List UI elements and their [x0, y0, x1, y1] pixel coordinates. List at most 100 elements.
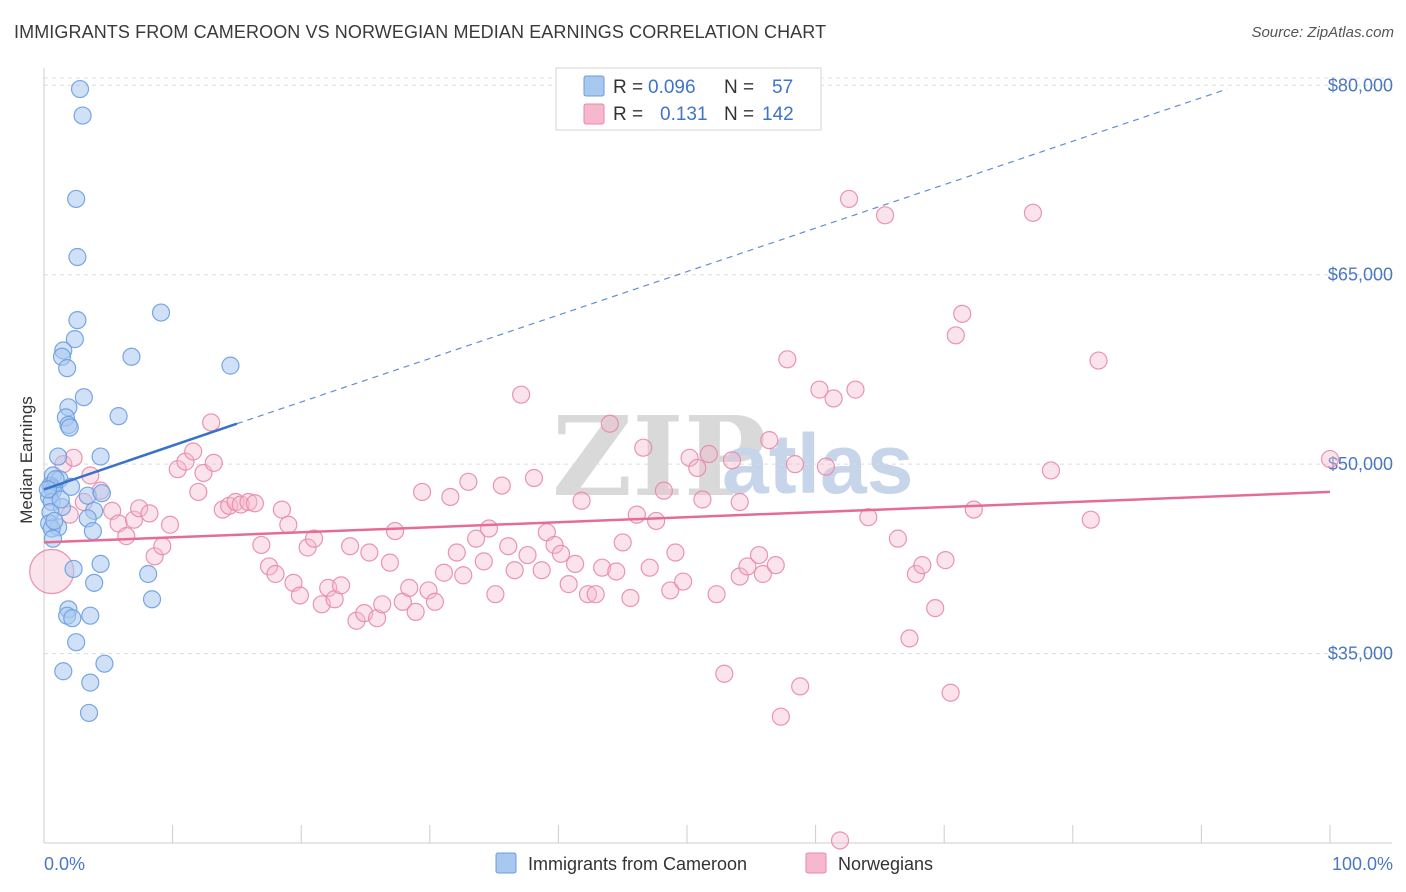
- point-cameroon-3: [68, 247, 87, 267]
- point-norwegians-58: [447, 543, 466, 562]
- legend-r-label-cameroon: R =: [613, 77, 643, 98]
- point-norwegians-15: [160, 515, 180, 534]
- point-norwegians-96: [699, 444, 718, 464]
- bottom-legend-label-cameroon: Immigrants from Cameroon: [528, 854, 747, 874]
- trend-cameroon: [43, 422, 238, 491]
- point-cameroon-6: [65, 330, 84, 349]
- point-norwegians-129: [1023, 203, 1043, 222]
- point-cameroon-19: [91, 447, 110, 466]
- point-norwegians-19: [189, 482, 208, 502]
- point-norwegians-9: [117, 527, 136, 546]
- point-cameroon-38: [91, 554, 110, 573]
- y-tick-label-3: $80,000: [1328, 75, 1393, 95]
- gridlines: [44, 77, 1392, 655]
- point-norwegians-114: [830, 831, 850, 850]
- point-norwegians-122: [913, 556, 932, 575]
- point-norwegians-65: [492, 476, 511, 495]
- point-norwegians-56: [434, 563, 454, 582]
- point-norwegians-31: [266, 564, 285, 584]
- point-norwegians-123: [926, 598, 945, 618]
- point-cameroon-42: [142, 590, 162, 609]
- y-tick-label-0: $35,000: [1328, 644, 1393, 664]
- point-norwegians-92: [674, 572, 693, 591]
- point-norwegians-28: [245, 494, 265, 513]
- point-norwegians-14: [153, 537, 172, 556]
- bottom-legend-swatch-cameroon: [495, 852, 517, 874]
- point-norwegians-59: [454, 566, 473, 585]
- point-norwegians-25: [226, 492, 245, 512]
- point-norwegians-64: [486, 585, 505, 604]
- point-norwegians-89: [654, 481, 673, 500]
- point-norwegians-53: [412, 482, 432, 502]
- point-norwegians-49: [385, 521, 405, 541]
- legend: R = 0.096 N = 57 R = 0.131 N = 142: [555, 67, 822, 131]
- point-norwegians-83: [613, 533, 632, 552]
- chart-title: IMMIGRANTS FROM CAMEROON VS NORWEGIAN ME…: [14, 22, 827, 42]
- point-norwegians-68: [512, 385, 531, 404]
- point-norwegians-43: [347, 611, 366, 630]
- point-norwegians-11: [130, 499, 149, 518]
- x-tick-left: 0.0%: [44, 854, 85, 874]
- point-cameroon-48: [95, 654, 114, 673]
- point-norwegians-125: [941, 683, 960, 702]
- source-label: Source: ZipAtlas.com: [1251, 24, 1394, 41]
- point-norwegians-93: [680, 448, 699, 467]
- legend-n-value-cameroon: 57: [772, 77, 793, 98]
- point-norwegians-54: [419, 581, 438, 600]
- point-norwegians-115: [839, 189, 859, 209]
- point-norwegians-12: [140, 504, 159, 523]
- point-norwegians-124: [936, 551, 955, 570]
- point-norwegians-111: [810, 380, 829, 399]
- point-cameroon-41: [85, 573, 104, 592]
- point-norwegians-109: [785, 455, 805, 474]
- point-norwegians-79: [586, 585, 605, 604]
- point-norwegians-95: [693, 490, 712, 509]
- point-norwegians-51: [400, 578, 419, 597]
- point-cameroon-53: [51, 490, 70, 509]
- point-norwegians-18: [184, 442, 203, 461]
- point-norwegians-76: [566, 554, 585, 573]
- point-norwegians-69: [518, 545, 537, 565]
- point-norwegians-10: [124, 510, 144, 529]
- point-norwegians-29: [252, 535, 271, 555]
- point-norwegians-97: [707, 585, 726, 604]
- y-axis-label: Median Earnings: [17, 396, 36, 524]
- point-norwegians-70: [524, 468, 544, 488]
- point-norwegians-30: [259, 557, 279, 576]
- point-norwegians-46: [367, 609, 387, 628]
- point-norwegians-74: [551, 544, 571, 563]
- point-norwegians-99: [722, 451, 742, 470]
- point-norwegians-131: [1089, 351, 1108, 370]
- point-norwegians-104: [753, 564, 772, 584]
- point-norwegians-116: [846, 380, 865, 399]
- point-norwegians-75: [559, 575, 578, 594]
- point-norwegians-37: [304, 529, 324, 548]
- point-cameroon-9: [122, 347, 141, 366]
- point-norwegians-78: [578, 585, 598, 604]
- point-norwegians-77: [572, 491, 591, 510]
- point-cameroon-14: [109, 407, 128, 426]
- point-norwegians-57: [441, 487, 460, 507]
- point-norwegians-127: [953, 304, 972, 323]
- point-norwegians-47: [373, 595, 392, 614]
- point-norwegians-130: [1041, 461, 1061, 480]
- point-cameroon-10: [221, 356, 240, 375]
- point-norwegians-52: [406, 602, 425, 621]
- point-norwegians-67: [505, 561, 524, 580]
- legend-r-value-cameroon: 0.096: [648, 77, 696, 98]
- point-cameroon-54: [45, 511, 64, 531]
- bottom-legend: Immigrants from Cameroon Norwegians: [495, 852, 933, 874]
- point-norwegians-55: [425, 592, 445, 611]
- point-norwegians-81: [600, 414, 619, 433]
- legend-n-label-cameroon: N =: [724, 77, 754, 98]
- data-points: [29, 79, 1340, 850]
- point-norwegians-126: [946, 326, 965, 345]
- point-norwegians-133: [1320, 449, 1340, 469]
- point-norwegians-91: [666, 543, 685, 562]
- point-norwegians-94: [688, 458, 707, 478]
- point-norwegians-132: [1081, 510, 1100, 529]
- point-norwegians-101: [738, 557, 757, 576]
- legend-swatch-norwegians: [583, 103, 605, 125]
- point-norwegians-61: [466, 529, 486, 548]
- point-norwegians-107: [771, 707, 790, 726]
